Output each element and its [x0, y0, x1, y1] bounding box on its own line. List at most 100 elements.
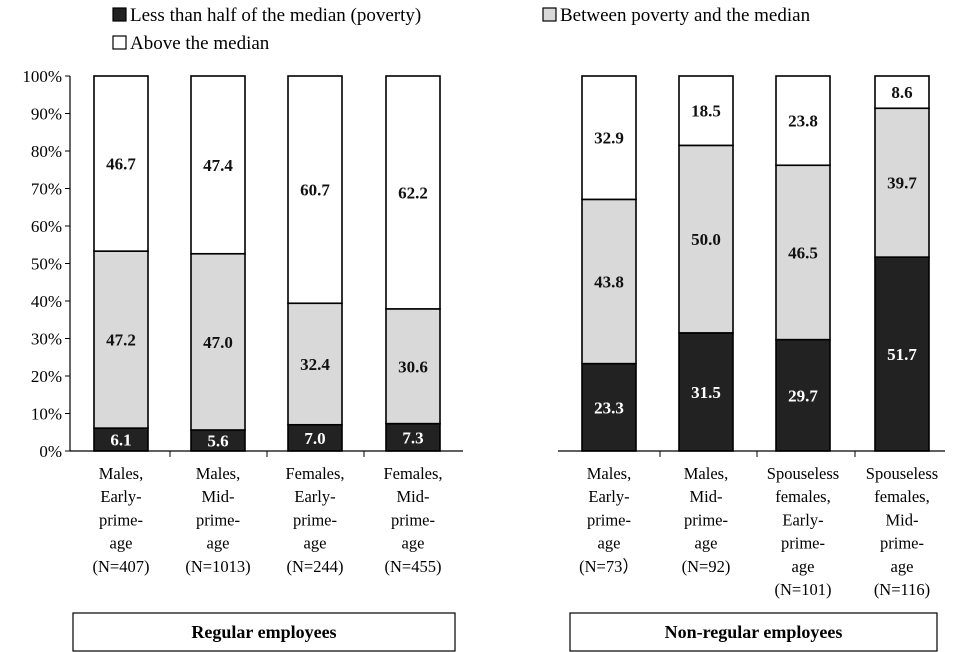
data-label: 29.7: [788, 386, 818, 405]
x-category-label: Early-: [294, 487, 335, 506]
data-label: 23.3: [594, 398, 624, 417]
bar-segment: [678, 332, 734, 452]
group-label: Regular employees: [191, 622, 336, 642]
y-tick-label: 10%: [31, 405, 62, 424]
legend-label: Above the median: [130, 33, 270, 54]
y-tick-label: 40%: [31, 292, 62, 311]
data-label: 5.6: [207, 432, 228, 451]
x-category-label: age: [891, 557, 914, 576]
x-category-label: (N=73）: [579, 557, 639, 576]
bar-segment: [678, 144, 734, 334]
x-category-label: (N=244): [287, 557, 344, 576]
y-tick-label: 20%: [31, 367, 62, 386]
bar-segment: [385, 75, 441, 310]
bar-segment: [287, 423, 343, 452]
bar-segment: [581, 198, 637, 365]
x-category-label: age: [207, 534, 230, 553]
x-category-label: prime-: [391, 510, 435, 529]
x-category-label: prime-: [880, 534, 924, 553]
data-label: 47.4: [203, 156, 233, 175]
data-label: 46.5: [788, 243, 818, 262]
bar-segment: [775, 164, 831, 341]
bar-segment: [775, 75, 831, 167]
bar-segment: [678, 75, 734, 147]
x-category-label: Early-: [588, 487, 629, 506]
data-label: 51.7: [887, 345, 917, 364]
x-category-label: Males,: [196, 464, 240, 483]
x-category-label: prime-: [99, 510, 143, 529]
data-label: 18.5: [691, 102, 721, 121]
group-box: [569, 612, 938, 652]
x-category-label: Mid-: [397, 487, 430, 506]
x-category-label: Females,: [285, 464, 344, 483]
legend-label: Less than half of the median (poverty): [130, 5, 421, 26]
y-tick-label: 70%: [31, 180, 62, 199]
x-category-label: females,: [775, 487, 830, 506]
data-label: 23.8: [788, 112, 818, 131]
data-label: 32.4: [300, 355, 330, 374]
x-category-label: age: [792, 557, 815, 576]
bar-segment: [775, 338, 831, 452]
x-category-label: Mid-: [690, 487, 723, 506]
x-category-label: prime-: [587, 510, 631, 529]
x-category-label: Mid-: [202, 487, 235, 506]
data-label: 60.7: [300, 181, 330, 200]
x-category-label: prime-: [196, 510, 240, 529]
x-category-label: age: [598, 534, 621, 553]
data-label: 32.9: [594, 129, 624, 148]
y-tick-label: 0%: [39, 442, 62, 461]
x-category-label: age: [110, 534, 133, 553]
bar-segment: [874, 107, 930, 258]
bar-segment: [287, 302, 343, 426]
data-label: 47.2: [106, 331, 136, 350]
data-label: 6.1: [110, 431, 131, 450]
x-category-label: prime-: [293, 510, 337, 529]
data-label: 50.0: [691, 230, 721, 249]
legend-swatch: [542, 7, 557, 22]
data-label: 8.6: [891, 83, 912, 102]
x-category-label: prime-: [684, 510, 728, 529]
x-category-label: (N=1013): [185, 557, 250, 576]
data-label: 31.5: [691, 383, 721, 402]
data-label: 43.8: [594, 273, 624, 292]
data-label: 47.0: [203, 333, 233, 352]
y-tick-label: 60%: [31, 217, 62, 236]
bar-segment: [874, 75, 930, 110]
y-tick-label: 90%: [31, 105, 62, 124]
x-category-label: Males,: [587, 464, 631, 483]
data-label: 30.6: [398, 357, 428, 376]
legend-swatch: [112, 7, 127, 22]
y-tick-label: 80%: [31, 142, 62, 161]
legend-swatch: [112, 35, 127, 50]
x-category-label: Early-: [782, 510, 823, 529]
x-category-label: Spouseless: [866, 464, 938, 483]
x-category-label: Mid-: [886, 510, 919, 529]
x-category-label: females,: [874, 487, 929, 506]
x-category-label: Males,: [684, 464, 728, 483]
y-tick-label: 30%: [31, 330, 62, 349]
bar-segment: [93, 250, 149, 429]
data-label: 39.7: [887, 174, 917, 193]
x-category-label: age: [304, 534, 327, 553]
x-category-label: (N=92): [682, 557, 731, 576]
x-category-label: Females,: [383, 464, 442, 483]
data-label: 62.2: [398, 183, 428, 202]
bar-segment: [385, 308, 441, 425]
bar-segment: [581, 75, 637, 201]
x-category-label: (N=455): [385, 557, 442, 576]
group-label: Non-regular employees: [665, 622, 843, 642]
group-box: [72, 612, 456, 652]
x-category-label: age: [402, 534, 425, 553]
bar-segment: [287, 75, 343, 305]
y-tick-label: 100%: [22, 67, 62, 86]
bar-segment: [581, 362, 637, 452]
x-category-label: Males,: [99, 464, 143, 483]
x-category-label: prime-: [781, 534, 825, 553]
legend-label: Between poverty and the median: [560, 5, 811, 26]
x-category-label: (N=116): [874, 580, 930, 599]
y-tick-label: 50%: [31, 255, 62, 274]
x-category-label: (N=407): [93, 557, 150, 576]
x-category-label: Early-: [100, 487, 141, 506]
bar-segment: [93, 75, 149, 252]
